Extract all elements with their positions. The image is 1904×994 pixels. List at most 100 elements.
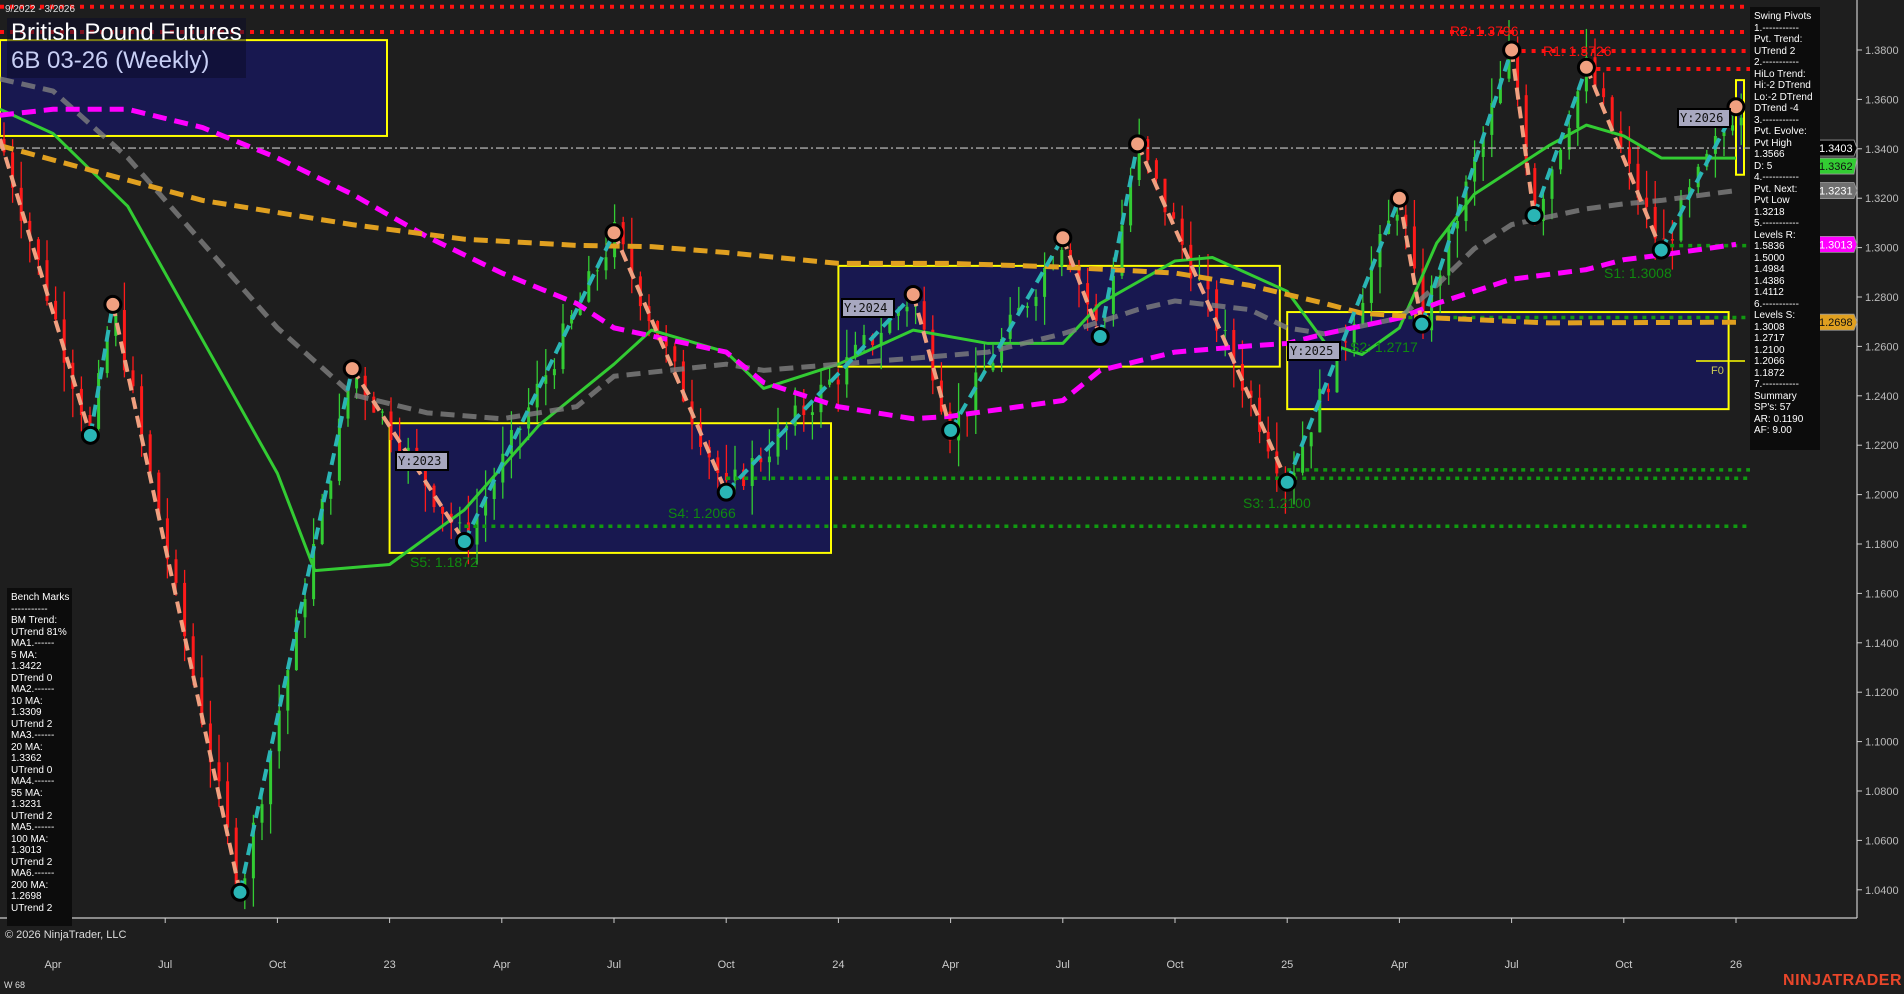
y-tick-label: 1.1600 [1865, 588, 1899, 600]
x-tick-label: 23 [383, 959, 395, 971]
price-bar-body [97, 373, 101, 429]
price-bar-body [828, 379, 832, 385]
swing-low-marker [80, 425, 100, 445]
price-bar-body [1490, 103, 1494, 135]
price-bar-body [1404, 214, 1408, 227]
x-tick-label: Jul [158, 959, 172, 971]
year-range-box [1735, 79, 1745, 176]
price-bar-body [165, 518, 169, 560]
swing-low-marker [1412, 314, 1432, 334]
swing-leg-up [238, 368, 355, 893]
swing-leg-down [1509, 49, 1537, 216]
panel-line: BM Trend: [11, 615, 58, 626]
swing-high-marker [103, 294, 123, 314]
swing-high-marker [1726, 97, 1746, 117]
panel-line: 6.----------- [1754, 298, 1799, 310]
price-bar-body [1662, 238, 1666, 240]
price-bar-body [1498, 78, 1502, 104]
swing-leg-up [88, 304, 115, 436]
price-tag: 1.3362 [1816, 157, 1858, 175]
swing-leg-down [110, 303, 242, 893]
price-bar-body [1722, 130, 1726, 137]
price-bar-body [226, 781, 230, 828]
price-bar-body [1550, 169, 1554, 199]
y-tick-label: 1.0600 [1865, 835, 1899, 847]
price-bar-body [1154, 160, 1158, 179]
price-bar-body [1679, 197, 1683, 241]
price-bar-body [742, 469, 746, 487]
price-bar-body [294, 617, 298, 671]
price-bar-body [88, 415, 92, 429]
panel-line: 1.4984 [1754, 264, 1785, 275]
panel-line: UTrend 0 [11, 764, 53, 776]
panel-line: UTrend 2 [11, 902, 53, 914]
panel-line: D: 5 [1754, 160, 1773, 172]
price-bar-body [1627, 147, 1631, 164]
panel-line: MA4.------ [11, 776, 55, 787]
moving-average-20ma [0, 107, 1737, 573]
price-bar-body [750, 458, 754, 487]
plot-area: R2: 1.3796 R1: 1.3726 S1: 1.3008 S2: 1.2717… [0, 4, 1857, 910]
price-bar-body [157, 472, 161, 519]
price-bar-body [1025, 306, 1029, 308]
price-bar-body [810, 412, 814, 416]
price-bar-body [1146, 139, 1150, 161]
price-bar-body [1137, 139, 1141, 181]
price-tag-value: 1.3362 [1819, 161, 1853, 173]
instrument-title: British Pound Futures [11, 19, 242, 46]
price-bar-body [1326, 388, 1330, 393]
resistance-label: R1: 1.3726 [1543, 43, 1612, 59]
x-tick-label: Apr [942, 959, 959, 971]
x-tick-label: Apr [1391, 959, 1408, 971]
price-bar-body [604, 257, 608, 271]
price-bar-body [879, 332, 883, 346]
price-bar-body [1653, 206, 1657, 239]
price-bar-body [1163, 178, 1167, 213]
y-tick-label: 1.2200 [1865, 440, 1899, 452]
price-bar-body [1739, 117, 1743, 126]
swing-low-marker [1090, 327, 1110, 347]
y-tick-label: 1.0400 [1865, 885, 1899, 897]
swing-leg-down [1584, 66, 1664, 251]
year-label-bg [1287, 341, 1341, 361]
price-bar-body [200, 677, 204, 724]
swing-low-marker [454, 532, 474, 552]
price-bar-body [45, 260, 49, 301]
price-bar-body [570, 315, 574, 324]
price-tag: 1.3013 [1816, 235, 1858, 253]
price-bar-body [853, 344, 857, 358]
price-bar-body [922, 301, 926, 330]
panel-line: 200 MA: [11, 879, 49, 891]
price-bar-body [785, 425, 789, 429]
x-tick-label: Apr [44, 959, 61, 971]
price-bar-body [484, 499, 488, 516]
price-bar-body [802, 405, 806, 416]
price-bar-body [234, 827, 238, 889]
panel-line: Pvt. Next: [1754, 183, 1798, 195]
panel-line: 1.3566 [1754, 149, 1785, 160]
price-bar-body [174, 559, 178, 583]
panel-line: 1.2100 [1754, 344, 1785, 356]
price-bar-body [888, 315, 892, 333]
panel-line: 1.3013 [11, 845, 42, 856]
year-range-box [388, 422, 832, 554]
panel-line: 5 MA: [11, 649, 38, 661]
swing-leg-up [1659, 105, 1738, 251]
price-bar-body [1464, 181, 1468, 222]
panel-line: 2.----------- [1754, 57, 1799, 68]
panel-line: 1.3422 [11, 661, 42, 672]
swing-leg-down [1135, 143, 1290, 484]
resistance-label: R2: 1.3796 [1450, 23, 1519, 39]
panel-line: Bench Marks [11, 592, 70, 603]
panel-line: 1.3218 [1754, 206, 1785, 218]
panel-line: 5.----------- [1754, 218, 1799, 229]
price-bar-body [389, 411, 393, 441]
y-tick-label: 1.3400 [1865, 144, 1899, 156]
price-bar-body [630, 244, 634, 277]
panel-line: Pvt. Evolve: [1754, 126, 1807, 137]
price-bar-body [62, 319, 66, 363]
price-bar-body [1593, 57, 1597, 89]
price-bar-body [896, 311, 900, 316]
